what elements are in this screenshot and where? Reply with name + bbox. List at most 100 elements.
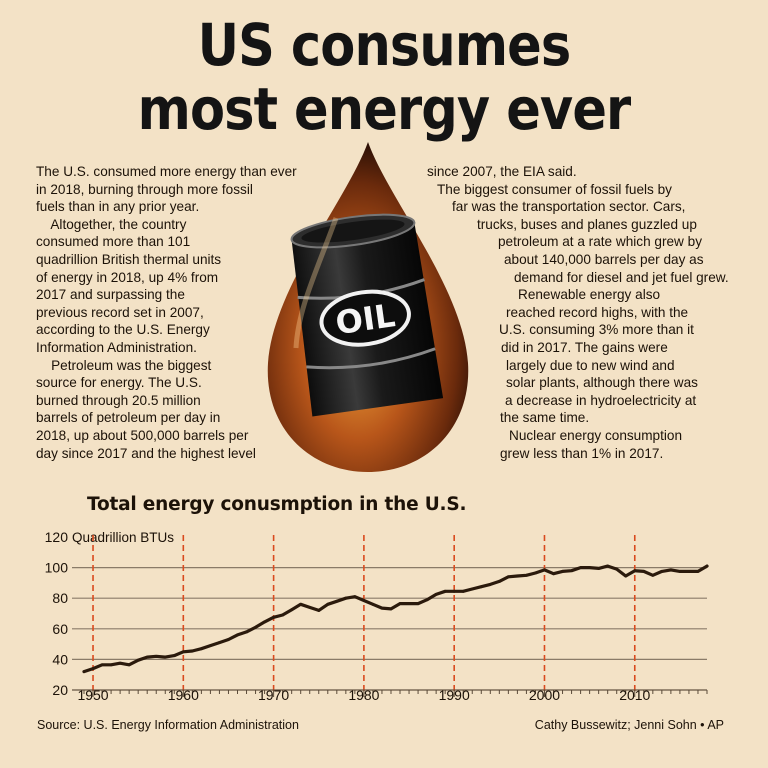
article-line: The U.S. consumed more energy than ever xyxy=(36,164,297,179)
x-tick-label: 1970 xyxy=(258,687,289,703)
x-tick-label: 1950 xyxy=(77,687,108,703)
data-point xyxy=(245,630,248,634)
headline-line-1: US consumes xyxy=(197,11,572,79)
article-line: largely due to new wind and xyxy=(506,357,675,373)
article-line: 2018, up about 500,000 barrels per xyxy=(36,427,249,443)
data-point xyxy=(470,587,474,591)
data-point xyxy=(145,655,149,659)
data-point xyxy=(434,592,438,596)
data-point xyxy=(236,633,239,637)
data-point xyxy=(669,568,673,572)
article-line: solar plants, although there was xyxy=(506,375,698,391)
article-line: source for energy. The U.S. xyxy=(36,375,202,391)
data-point xyxy=(272,615,276,619)
article-line: barrels of petroleum per day in xyxy=(36,410,221,426)
data-point xyxy=(461,589,465,593)
data-point xyxy=(696,570,700,573)
oil-label: OIL xyxy=(333,296,397,342)
article-line: previous record set in 2007, xyxy=(36,304,204,320)
data-point xyxy=(642,570,646,573)
data-point xyxy=(371,602,375,606)
data-point xyxy=(570,569,573,573)
article-line: far was the transportation sector. Cars, xyxy=(452,199,686,215)
x-tick-label: 2000 xyxy=(529,687,560,703)
data-point xyxy=(525,573,528,577)
article-line: Renewable energy also xyxy=(518,287,661,303)
data-point xyxy=(109,663,113,667)
article-line: did in 2017. The gains were xyxy=(501,339,668,355)
data-point xyxy=(218,641,221,644)
x-tick-label: 1960 xyxy=(168,687,199,703)
x-tick-label: 1990 xyxy=(439,687,470,703)
data-point xyxy=(416,602,420,605)
article-line: grew less than 1% in 2017. xyxy=(500,445,664,461)
article-line: a decrease in hydroelectricity at xyxy=(505,392,697,408)
article-line: since 2007, the EIA said. xyxy=(427,164,577,179)
article-line: consumed more than 101 xyxy=(36,234,191,250)
data-point xyxy=(317,609,321,612)
article-line: about 140,000 barrels per day as xyxy=(504,251,704,267)
chart-title: Total energy conusmption in the U.S. xyxy=(87,494,467,515)
energy-line-chart: 20 40 60 80 100 120 Quadrillion BTUs 1950 1960 19… xyxy=(45,529,709,703)
article-right-column: since 2007, the EIA said. The biggest con… xyxy=(420,163,729,462)
data-point xyxy=(163,655,167,659)
data-point xyxy=(579,566,582,569)
data-point xyxy=(407,602,411,605)
article-line: Information Administration. xyxy=(36,339,197,355)
data-point xyxy=(534,571,537,575)
article-line: according to the U.S. Energy xyxy=(36,322,210,338)
data-point xyxy=(362,599,366,602)
data-point xyxy=(452,589,456,593)
series-line-total-energy xyxy=(82,564,709,674)
data-point xyxy=(497,579,501,583)
article-line: day since 2017 and the highest level xyxy=(36,445,256,461)
oil-drop-illustration: OIL xyxy=(267,142,469,472)
data-point xyxy=(479,585,483,589)
data-point xyxy=(326,602,330,606)
data-point xyxy=(543,568,546,572)
data-point xyxy=(353,595,357,599)
y-unit-label: Quadrillion BTUs xyxy=(72,530,174,545)
data-point xyxy=(624,574,628,578)
article-line: in 2018, burning through more fossil xyxy=(36,181,253,197)
article-line: Altogether, the country xyxy=(36,216,187,232)
data-point xyxy=(552,572,555,576)
data-point xyxy=(561,570,564,573)
article-line: Petroleum was the biggest xyxy=(36,357,212,373)
y-tick-label: 20 xyxy=(52,682,68,698)
source-note: Source: U.S. Energy Information Administ… xyxy=(37,718,299,732)
article-line: 2017 and surpassing the xyxy=(36,287,185,303)
y-tick-label: 40 xyxy=(52,651,68,667)
data-point xyxy=(651,573,655,577)
data-point xyxy=(91,667,95,670)
data-point xyxy=(606,564,610,568)
article-line: U.S. consuming 3% more than it xyxy=(499,322,694,338)
data-point xyxy=(127,663,131,667)
data-point xyxy=(687,570,691,573)
data-point xyxy=(100,663,104,667)
y-tick-label: 100 xyxy=(45,560,69,576)
data-point xyxy=(398,602,402,605)
barrel: OIL xyxy=(290,213,444,417)
data-point xyxy=(660,570,664,573)
data-point xyxy=(118,661,122,665)
data-point xyxy=(82,670,86,674)
headline-line-2: most energy ever xyxy=(137,75,632,143)
data-point xyxy=(615,567,619,571)
article-line: fuels than in any prior year. xyxy=(36,199,200,215)
article-line: reached record highs, with the xyxy=(506,304,689,320)
data-point xyxy=(227,638,230,641)
article-line: the same time. xyxy=(500,410,590,426)
article-line: of energy in 2018, up 4% from xyxy=(36,269,219,285)
data-point xyxy=(443,589,447,593)
data-point xyxy=(380,606,384,610)
drop-highlight xyxy=(293,217,339,349)
x-tick-label: 2010 xyxy=(619,687,650,703)
article-line: demand for diesel and jet fuel grew. xyxy=(514,269,729,285)
byline-credit: Cathy Bussewitz; Jenni Sohn • AP xyxy=(534,718,724,732)
data-point xyxy=(172,654,176,657)
data-point xyxy=(506,575,510,579)
data-point xyxy=(254,625,257,629)
data-point xyxy=(425,598,429,602)
data-point xyxy=(588,566,592,569)
